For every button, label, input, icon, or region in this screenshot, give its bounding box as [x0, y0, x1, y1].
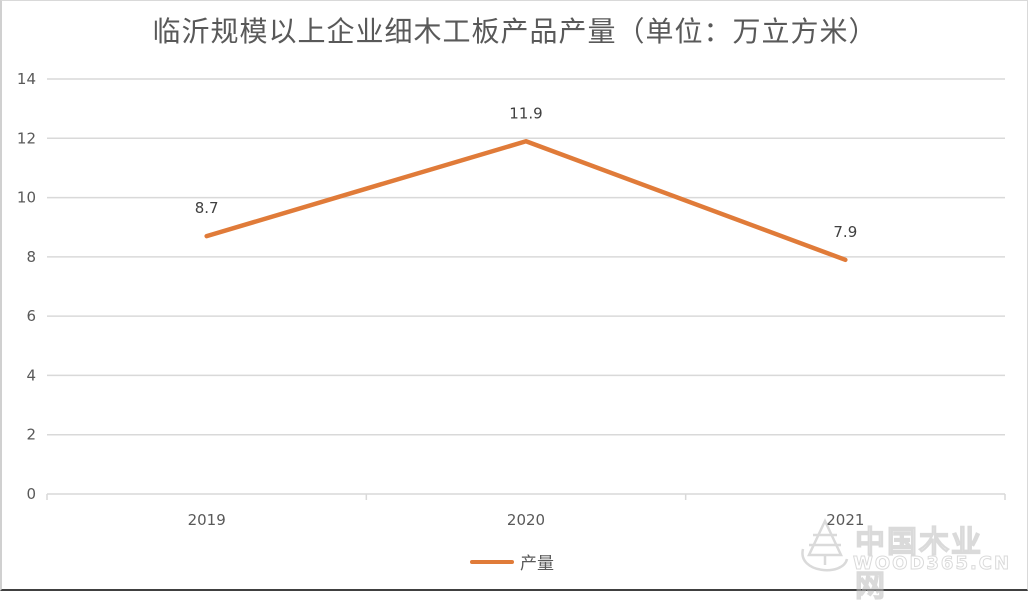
x-tick-label: 2021 — [826, 511, 864, 529]
chart-frame — [0, 0, 1028, 591]
y-tick-label: 0 — [26, 485, 36, 503]
legend-line-swatch-icon — [470, 559, 514, 564]
x-tick-label: 2019 — [188, 511, 226, 529]
legend: 产量 — [470, 549, 554, 574]
y-tick-label: 6 — [26, 307, 36, 325]
watermark-en-text: WOOD365.CN — [852, 553, 1012, 575]
tree-logo-icon — [801, 518, 849, 572]
y-tick-label: 8 — [26, 248, 36, 266]
series-line — [204, 139, 848, 263]
y-tick-label: 4 — [26, 366, 36, 384]
watermark-logo: 中国木业网 WOOD365.CN — [795, 515, 1012, 605]
y-tick-label: 10 — [17, 189, 36, 207]
x-tick-label: 2020 — [507, 511, 545, 529]
legend-label: 产量 — [520, 554, 554, 574]
y-tick-label: 14 — [17, 70, 36, 88]
y-tick-label: 12 — [17, 129, 36, 147]
data-label: 8.7 — [195, 199, 219, 217]
y-tick-label: 2 — [26, 426, 36, 444]
data-label: 11.9 — [509, 104, 542, 122]
chart-title: 临沂规模以上企业细木工板产品产量（单位：万立方米） — [152, 15, 878, 48]
watermark-cn-text: 中国木业网 — [854, 524, 983, 604]
data-label: 7.9 — [833, 223, 857, 241]
